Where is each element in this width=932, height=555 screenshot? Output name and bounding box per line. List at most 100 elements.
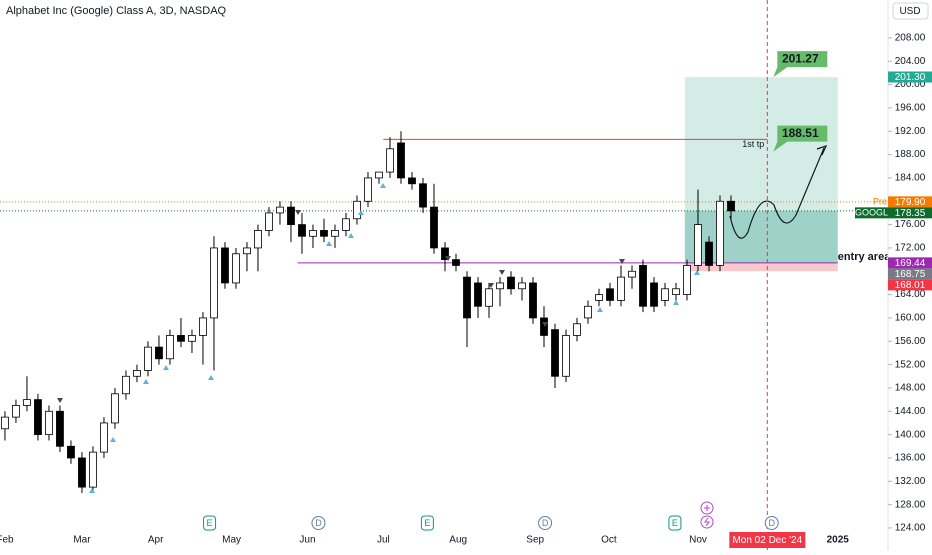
candle-body (89, 451, 97, 488)
y-tick-label: 124.00 (895, 523, 926, 534)
callout-note: 1st tp (742, 139, 764, 149)
y-tick-label: 208.00 (895, 33, 926, 44)
chart-title: Alphabet Inc (Google) Class A, 3D, NASDA… (6, 5, 227, 17)
crosshair-label: Mon 02 Dec '24 (732, 535, 802, 546)
candle-body (232, 253, 240, 284)
event-label: D (542, 518, 549, 528)
candle-body (364, 177, 372, 202)
candle-body (265, 212, 273, 231)
candle-body (254, 230, 262, 249)
candle-body (650, 282, 658, 307)
candle-body (584, 305, 592, 319)
y-tick-label: 196.00 (895, 103, 926, 114)
price-tag (888, 207, 932, 219)
event-badge (668, 515, 682, 531)
candle-body (573, 323, 581, 336)
event-badge (311, 516, 326, 530)
candle-body (705, 241, 713, 266)
crosshair-tag (729, 532, 806, 548)
x-tick-label: Aug (449, 535, 467, 546)
price-tag (888, 268, 932, 280)
candle-body (595, 294, 603, 301)
y-tick-label: 164.00 (895, 289, 926, 300)
candles (1, 131, 735, 493)
candle-body (188, 335, 196, 342)
candle-body (474, 282, 482, 307)
candle-body (496, 282, 504, 290)
price-tag-label: 168.75 (895, 269, 926, 280)
candle-body (562, 335, 570, 377)
candle-body (430, 206, 438, 249)
candle-body (23, 399, 31, 406)
y-tick-label: 132.00 (895, 476, 926, 487)
x-tick-label: Apr (148, 535, 164, 546)
x-tick-label: Jun (299, 535, 315, 546)
y-tick-label: 200.00 (895, 79, 926, 90)
tag-prefix-box (855, 207, 888, 219)
event-badge (764, 516, 779, 530)
x-tick-label: Oct (601, 535, 617, 546)
event-icon-glyph (704, 517, 710, 527)
candle-body (221, 247, 229, 284)
price-tag-prefix: Pre (873, 197, 887, 207)
y-tick-label: 152.00 (895, 359, 926, 370)
candle-body (122, 375, 130, 395)
candle-body (331, 230, 339, 237)
price-tags: 201.30 179.90 Pre 178.35 GOOGL 169.44168.7516… (855, 71, 932, 291)
event-label: E (672, 518, 678, 528)
candle-body (386, 148, 394, 173)
candle-body (34, 399, 42, 436)
candle-body (12, 405, 20, 418)
candle-body (529, 282, 537, 319)
profit-zone (684, 77, 838, 211)
candle-body (155, 346, 163, 360)
candle-body (375, 171, 383, 179)
candle-body (639, 265, 647, 307)
price-tag (888, 71, 932, 83)
price-tag (888, 257, 932, 269)
y-tick-label: 184.00 (895, 173, 926, 184)
candle-body (485, 288, 493, 307)
y-tick-label: 148.00 (895, 383, 926, 394)
y-tick-label: 172.00 (895, 243, 926, 254)
candle-body (298, 224, 306, 237)
price-tag-label: 179.90 (895, 197, 926, 208)
candle-body (78, 457, 86, 488)
candle-body (606, 288, 614, 301)
candle-body (111, 393, 119, 424)
x-tick-label: Feb (0, 535, 14, 546)
candle-body (551, 329, 559, 377)
x-tick-label: Sep (526, 535, 544, 546)
event-label: D (768, 518, 775, 528)
currency-box (892, 2, 929, 20)
candle-body (353, 200, 361, 220)
candle-body (628, 270, 636, 278)
candle-body (309, 230, 317, 237)
candle-body (144, 346, 152, 371)
y-tick-label: 140.00 (895, 429, 926, 440)
y-tick-label: 204.00 (895, 56, 926, 67)
x-tick-label: May (222, 535, 241, 546)
x-tick-label: Mar (73, 535, 91, 546)
candle-body (210, 247, 218, 319)
event-icon-glyph (704, 505, 710, 511)
y-tick-label: 144.00 (895, 406, 926, 417)
drawings-under (0, 0, 888, 550)
candle-body (716, 200, 724, 266)
candle-body (133, 370, 141, 377)
entry-label: entry area (838, 251, 891, 263)
candle-body (463, 276, 471, 319)
drawings-over: entry area 201.27 188.51 1st tp E D E D E D Feb Mar… (0, 51, 891, 548)
candle-body (518, 282, 526, 290)
candle-body (1, 416, 9, 430)
candle-body (45, 410, 53, 436)
candle-body (540, 317, 548, 336)
stop-zone (684, 262, 838, 272)
candle-body (67, 445, 75, 459)
price-tag-label: 169.44 (895, 258, 926, 269)
price-tag-label: 168.01 (895, 280, 926, 291)
candle-body (672, 288, 680, 296)
x-tick-label: 2025 (827, 535, 850, 546)
